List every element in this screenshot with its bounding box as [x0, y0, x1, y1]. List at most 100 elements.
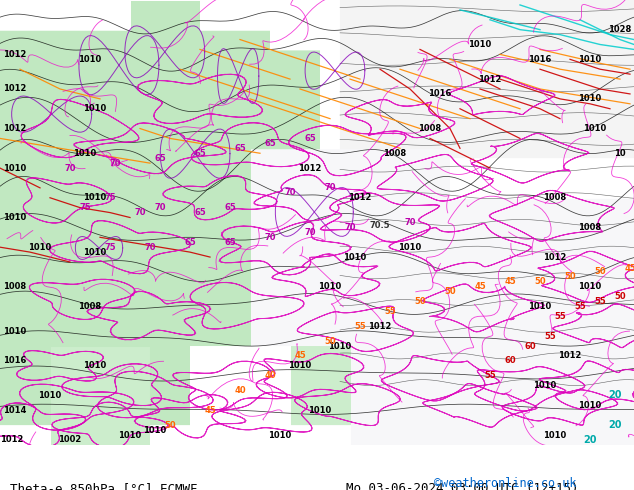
Text: 70: 70: [344, 223, 356, 232]
Text: 20: 20: [608, 420, 622, 430]
Text: 70: 70: [109, 159, 120, 168]
Text: 1010: 1010: [3, 327, 27, 336]
Text: 50: 50: [444, 287, 456, 296]
Text: 1008: 1008: [418, 124, 441, 133]
Text: 1008: 1008: [543, 193, 567, 202]
Text: 1012: 1012: [348, 193, 372, 202]
Text: 50: 50: [564, 272, 576, 281]
Text: 50: 50: [614, 292, 626, 301]
Text: 55: 55: [544, 332, 556, 341]
Text: 70: 70: [145, 243, 156, 252]
Text: 65: 65: [224, 203, 236, 212]
Text: 40: 40: [234, 386, 246, 395]
Text: 70: 70: [404, 218, 416, 227]
Text: 1016: 1016: [528, 55, 552, 64]
Text: 70.5: 70.5: [370, 221, 391, 230]
Text: 65: 65: [264, 139, 276, 148]
Text: 55: 55: [554, 312, 566, 321]
Text: Theta-e 850hPa [°C] ECMWF: Theta-e 850hPa [°C] ECMWF: [10, 482, 197, 490]
Text: 1010: 1010: [143, 426, 167, 435]
Text: 45: 45: [474, 282, 486, 291]
Text: 1012: 1012: [3, 84, 27, 94]
Text: 70: 70: [64, 164, 75, 172]
Text: 1010: 1010: [119, 431, 141, 440]
Text: 1010: 1010: [318, 282, 342, 291]
Text: 1012: 1012: [0, 436, 23, 444]
Text: 1008: 1008: [3, 282, 27, 291]
Text: 75: 75: [104, 193, 116, 202]
Text: 65: 65: [184, 238, 196, 247]
Text: 1010: 1010: [578, 401, 602, 410]
Text: 75: 75: [79, 203, 91, 212]
Text: 1010: 1010: [84, 104, 107, 113]
Text: 20: 20: [608, 391, 622, 400]
Text: 1010: 1010: [79, 55, 101, 64]
Text: 45: 45: [504, 277, 516, 286]
Text: 1010: 1010: [398, 243, 422, 252]
Text: Mo 03-06-2024 03:00 UTC (12+15): Mo 03-06-2024 03:00 UTC (12+15): [346, 482, 578, 490]
Text: 65: 65: [154, 154, 166, 163]
Text: 65: 65: [234, 144, 246, 153]
Text: 50: 50: [164, 420, 176, 430]
Text: 1008: 1008: [578, 223, 602, 232]
Text: 1012: 1012: [478, 74, 501, 84]
Text: 70: 70: [304, 228, 316, 237]
Text: 1010: 1010: [328, 342, 352, 350]
Text: 20: 20: [583, 435, 597, 445]
Text: 50: 50: [324, 337, 336, 345]
Text: 50: 50: [414, 297, 426, 306]
Text: 1010: 1010: [288, 361, 312, 370]
Text: 1012: 1012: [299, 164, 321, 172]
Text: 1010: 1010: [528, 302, 552, 311]
Text: 70: 70: [284, 188, 295, 197]
Text: 1010: 1010: [578, 282, 602, 291]
Text: 55: 55: [484, 371, 496, 380]
Text: 1008: 1008: [384, 149, 406, 158]
Text: 1012: 1012: [559, 351, 581, 361]
Text: 75: 75: [104, 243, 116, 252]
Text: 70: 70: [264, 233, 276, 242]
Text: 55: 55: [354, 322, 366, 331]
Text: 1002: 1002: [58, 436, 82, 444]
Text: 1010: 1010: [39, 391, 61, 400]
Text: 1010: 1010: [3, 164, 27, 172]
Text: 1010: 1010: [543, 431, 567, 440]
Text: 65: 65: [224, 238, 236, 247]
Text: ©weatheronline.co.uk: ©weatheronline.co.uk: [434, 477, 577, 490]
Text: 55: 55: [594, 297, 606, 306]
Text: 1016: 1016: [429, 90, 451, 98]
Text: 70: 70: [324, 183, 336, 193]
Text: 1012: 1012: [543, 252, 567, 262]
Text: 60: 60: [504, 356, 516, 366]
Text: 1008: 1008: [79, 302, 101, 311]
Text: 1012: 1012: [368, 322, 392, 331]
Text: 1010: 1010: [469, 40, 491, 49]
Text: 70: 70: [154, 203, 165, 212]
Text: 65: 65: [194, 149, 206, 158]
Text: 45: 45: [624, 265, 634, 273]
Text: 1010: 1010: [344, 252, 366, 262]
Text: 45: 45: [204, 406, 216, 415]
Text: 1010: 1010: [583, 124, 607, 133]
Text: 50: 50: [534, 277, 546, 286]
Text: 70: 70: [134, 208, 146, 217]
Text: 1010: 1010: [84, 247, 107, 257]
Text: 1010: 1010: [578, 55, 602, 64]
Text: 1010: 1010: [268, 431, 292, 440]
Text: 1010: 1010: [578, 95, 602, 103]
Text: 1010: 1010: [74, 149, 96, 158]
Text: 1010: 1010: [29, 243, 51, 252]
Text: 1028: 1028: [609, 25, 631, 34]
Text: 1012: 1012: [3, 124, 27, 133]
Text: 55: 55: [574, 302, 586, 311]
Text: 55: 55: [384, 307, 396, 316]
Text: 65: 65: [194, 208, 206, 217]
Text: 1010: 1010: [3, 213, 27, 222]
Text: 1010: 1010: [84, 193, 107, 202]
Text: 65: 65: [304, 134, 316, 143]
Text: 1010: 1010: [84, 361, 107, 370]
Text: 45: 45: [294, 351, 306, 361]
Text: 1016: 1016: [3, 356, 27, 366]
Text: 1012: 1012: [3, 50, 27, 59]
Text: 1014: 1014: [3, 406, 27, 415]
